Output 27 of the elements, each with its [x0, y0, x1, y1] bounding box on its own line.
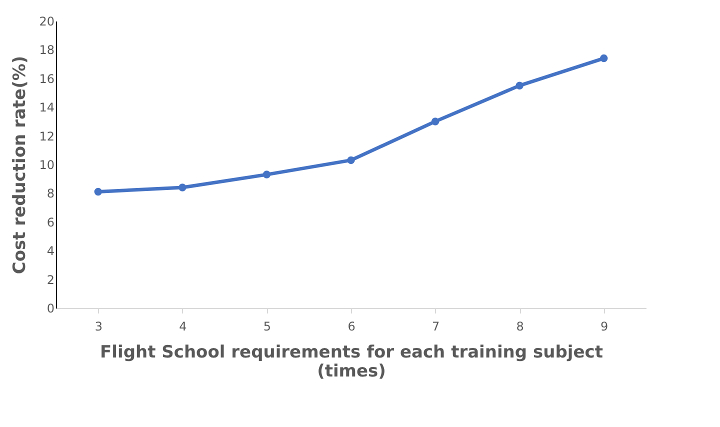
y-axis-title: Cost reduction rate(%): [10, 56, 30, 274]
x-tick-label: 5: [263, 320, 272, 334]
point: [516, 82, 524, 90]
x-tick-label: 9: [600, 320, 608, 334]
y-tick-label: 12: [39, 129, 54, 144]
point: [431, 118, 440, 126]
y-tick-label: 2: [46, 272, 54, 287]
x-tick-label: 3: [94, 320, 102, 334]
x-tick-label: 8: [516, 320, 524, 334]
y-tick-label: 0: [46, 302, 54, 316]
point: [262, 170, 271, 178]
y-tick-label: 8: [46, 186, 54, 201]
point: [178, 184, 186, 192]
point: [600, 54, 608, 62]
point: [94, 188, 102, 196]
y-tick-label: 4: [46, 244, 54, 258]
x-tick-label: 6: [348, 320, 356, 334]
x-axis-title: Flight School requirements for each training subject (times): [100, 342, 603, 382]
y-tick-label: 6: [46, 215, 54, 230]
y-tick-label: 14: [39, 100, 54, 115]
y-tick-label: 18: [39, 43, 54, 58]
y-tick-label: 10: [39, 158, 54, 172]
x-tick-label: 7: [432, 320, 440, 334]
y-tick-label: 16: [39, 72, 54, 86]
x-tick-label: 4: [179, 320, 187, 334]
point: [347, 156, 355, 164]
y-tick-label: 20: [39, 14, 54, 28]
